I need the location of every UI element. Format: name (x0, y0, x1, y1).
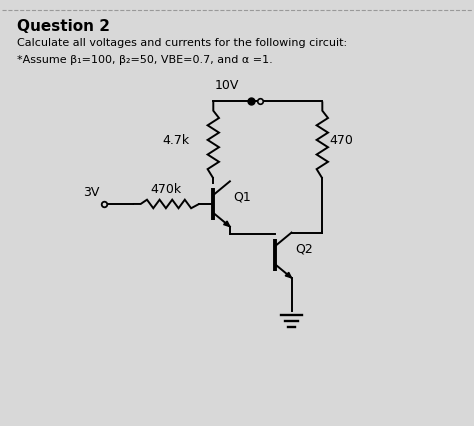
Text: 10V: 10V (215, 79, 239, 92)
Text: 470k: 470k (150, 182, 182, 195)
Polygon shape (224, 222, 230, 227)
Text: Calculate all voltages and currents for the following circuit:: Calculate all voltages and currents for … (17, 38, 346, 48)
Text: Q2: Q2 (295, 242, 313, 254)
Text: 3V: 3V (83, 185, 100, 198)
Text: Q1: Q1 (234, 190, 251, 203)
Text: 4.7k: 4.7k (163, 134, 190, 147)
Text: Question 2: Question 2 (17, 19, 109, 34)
Text: 470: 470 (329, 134, 353, 147)
Text: *Assume β₁=100, β₂=50, VBE=0.7, and α =1.: *Assume β₁=100, β₂=50, VBE=0.7, and α =1… (17, 55, 273, 64)
Polygon shape (285, 273, 292, 278)
